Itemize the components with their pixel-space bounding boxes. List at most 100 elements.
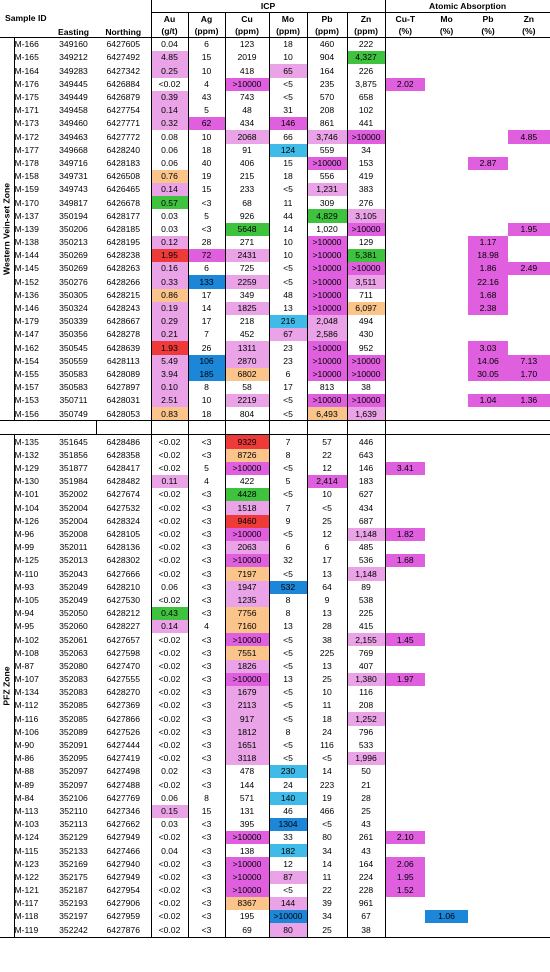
cell-ag: <3 (187, 672, 225, 686)
table-row: M-144 350269 6428238 1.95 72 2431 10 >10000 5,38… (0, 249, 550, 263)
cell-aa-pb (468, 554, 508, 567)
cell-northing: 6427492 (106, 52, 140, 63)
cell-ag: <3 (187, 857, 225, 871)
cell-sample-id: M-86 (13, 751, 51, 766)
cell-zn: 2,155 (346, 633, 386, 647)
cell-zn: 164 (346, 857, 386, 871)
cell-au: 0.16 (150, 262, 188, 276)
cell-northing: 6428238 (106, 250, 140, 261)
cell-aa-pb (468, 515, 508, 528)
cell-aa-cu-t (385, 712, 425, 725)
cell-au: 0.03 (150, 222, 188, 236)
cell-zn: 961 (346, 897, 386, 911)
cell-zn: 3,105 (346, 209, 386, 223)
cell-au: 4.85 (150, 51, 188, 65)
table-row: M-124 352129 6427949 <0.02 <3 >10000 33 80 261 2.… (0, 831, 550, 845)
cell-cu: 1812 (224, 725, 269, 739)
cell-aa-pb (468, 831, 508, 844)
cell-pb: 2,586 (306, 328, 347, 342)
table-row: M-84 352106 6427769 0.06 8 571 140 19 28 (0, 791, 550, 805)
cell-aa-cu-t (385, 844, 425, 857)
table-row: M-94 352050 6428212 0.43 <3 7756 8 13 225 (0, 606, 550, 621)
cell-easting: 352197 (59, 911, 88, 922)
cell-ag: <3 (187, 554, 225, 568)
cell-ag: 133 (187, 275, 225, 289)
aa-group-header: Atomic Absorption (385, 0, 550, 13)
table-row: M-173 349460 6427771 0.32 62 434 146 861 441 (0, 117, 550, 131)
cell-aa-pb (468, 37, 509, 52)
cell-aa-pb: 1.04 (468, 394, 509, 408)
cell-mo: 532 (268, 580, 307, 594)
cell-pb: 24 (306, 725, 347, 739)
cell-cu: 69 (224, 923, 269, 938)
cell-northing: 6427498 (106, 766, 140, 777)
cell-northing: 6428639 (106, 342, 140, 353)
cell-northing: 6427754 (106, 105, 140, 116)
cell-easting: 352008 (59, 529, 88, 540)
cell-aa-mo (425, 646, 468, 659)
cell-aa-zn (508, 183, 550, 197)
cell-easting: 350356 (59, 329, 88, 340)
cell-zn: 6,097 (346, 301, 386, 315)
cell-ag: <3 (187, 897, 225, 911)
cell-aa-zn (508, 117, 550, 131)
cell-pb: 556 (306, 169, 347, 184)
cell-northing: 6427598 (106, 647, 140, 658)
table-row: M-130 351984 6428482 0.11 4 422 5 2,414 183 (0, 475, 550, 489)
cell-cu: 7160 (224, 620, 269, 634)
cell-pb: 25 (306, 514, 347, 528)
cell-aa-cu-t (385, 302, 425, 315)
cell-northing: 6428195 (106, 237, 140, 248)
cell-aa-pb (468, 581, 508, 594)
cell-aa-zn: 7.13 (508, 354, 550, 368)
table-row: M-108 352063 6427598 <0.02 <3 7551 <5 225 769 (0, 646, 550, 660)
cell-au: 0.08 (150, 130, 188, 144)
cell-aa-pb (468, 923, 509, 938)
cell-easting: 349445 (59, 78, 88, 89)
cell-aa-cu-t (385, 117, 425, 130)
cell-easting: 352060 (59, 621, 88, 632)
cell-easting: 352133 (59, 845, 88, 856)
table-row: M-129 351877 6428417 <0.02 5 >10000 <5 12 146 3.4… (0, 461, 550, 475)
cell-pb: 4,829 (306, 209, 347, 223)
cell-au: <0.02 (150, 897, 188, 911)
cell-aa-zn (508, 169, 550, 184)
cell-ag: <3 (187, 434, 225, 449)
cell-mo: 48 (268, 288, 307, 302)
cell-zn: 3,511 (346, 275, 386, 289)
cell-aa-pb (468, 51, 508, 64)
cell-mo: <5 (268, 686, 307, 700)
cell-sample-id: M-129 (13, 461, 51, 475)
cell-easting: 352097 (59, 779, 88, 790)
cell-au: 0.15 (150, 804, 188, 818)
cell-aa-cu-t: 1.45 (385, 633, 426, 647)
table-row: M-179 350339 6428667 0.29 17 218 216 2,048 494 (0, 314, 550, 329)
cell-cu: 68 (224, 196, 269, 210)
table-row: M-157 350583 6427897 0.10 8 58 17 813 38 (0, 380, 550, 395)
cell-aa-mo (425, 594, 468, 607)
icp-unit-pb: (ppm) (306, 25, 347, 38)
cell-easting: 352061 (59, 634, 88, 645)
cell-sample-id: M-132 (13, 448, 51, 462)
cell-aa-cu-t (385, 209, 425, 222)
cell-mo: 14 (268, 222, 307, 236)
cell-cu: 7197 (224, 567, 269, 581)
table-row: M-112 352085 6427369 <0.02 <3 2113 <5 11 208 (0, 699, 550, 713)
cell-mo: 230 (268, 765, 307, 779)
cell-ag: 43 (187, 90, 225, 104)
cell-easting: 352169 (59, 858, 88, 869)
cell-au: <0.02 (150, 699, 188, 713)
cell-au: 0.43 (150, 606, 188, 621)
cell-cu: 2259 (224, 275, 269, 289)
cell-aa-zn (508, 103, 550, 118)
cell-aa-zn (508, 488, 550, 502)
icp-unit-ag: (ppm) (187, 25, 225, 38)
icp-unit-zn: (ppm) (346, 25, 386, 38)
cell-ag: <3 (187, 448, 225, 462)
cell-sample-id: M-147 (13, 328, 51, 342)
cell-sample-id: M-119 (13, 923, 51, 938)
cell-sample-id: M-175 (13, 90, 51, 104)
cell-zn: 658 (346, 90, 386, 104)
cell-northing: 6427342 (106, 65, 140, 76)
cell-au: 0.14 (150, 183, 188, 197)
